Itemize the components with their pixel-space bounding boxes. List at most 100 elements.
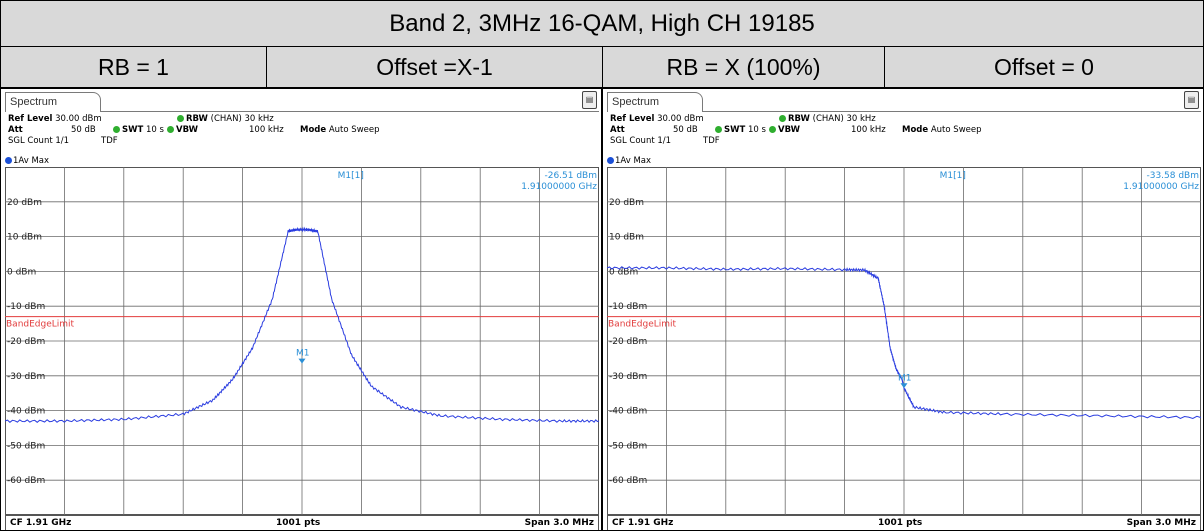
status-footer: CF 1.91 GHz 1001 pts Span 3.0 MHz bbox=[607, 515, 1201, 530]
y-tick-label: 20 dBm bbox=[609, 198, 644, 208]
spectrum-plot: 20 dBm 10 dBm 0 dBm -10 dBm -20 dBm -30 dBm -4… bbox=[607, 167, 1201, 515]
marker-readout-value: -33.58 dBm bbox=[1146, 171, 1199, 181]
y-tick-label: -20 dBm bbox=[7, 337, 45, 347]
span-value: Span 3.0 MHz bbox=[524, 518, 594, 528]
swt-label: SWT bbox=[122, 125, 144, 135]
status-dot-icon bbox=[715, 126, 722, 133]
swt-info: SWT 10 s bbox=[715, 125, 766, 135]
menu-icon[interactable]: ▤ bbox=[582, 91, 597, 109]
spectrum-panel-left: Spectrum ▤ Ref Level 30.00 dBm Att 50 dB… bbox=[0, 88, 602, 531]
marker-triangle bbox=[900, 383, 908, 389]
rbw-label: RBW bbox=[186, 114, 208, 124]
point-count: 1001 pts bbox=[276, 518, 321, 528]
y-tick-label: -60 dBm bbox=[7, 476, 45, 486]
mode-label: Mode bbox=[902, 125, 929, 135]
vbw-value: 100 kHz bbox=[249, 125, 284, 135]
trace-label: 1Av Max bbox=[607, 156, 651, 166]
swt-info: SWT 10 s bbox=[113, 125, 164, 135]
ref-level-value: 30.00 dBm bbox=[55, 114, 102, 124]
ref-level-info: Ref Level 30.00 dBm bbox=[610, 114, 704, 124]
marker-readout-frequency: 1.91000000 GHz bbox=[521, 182, 597, 192]
swt-value: 10 s bbox=[146, 125, 164, 135]
mode-info: Mode Auto Sweep bbox=[300, 125, 380, 135]
tdf-label: TDF bbox=[703, 136, 720, 146]
att-value: 50 dB bbox=[71, 125, 96, 135]
vbw-info: VBW bbox=[769, 125, 800, 135]
menu-icon[interactable]: ▤ bbox=[1184, 91, 1199, 109]
trace-line bbox=[607, 266, 1201, 420]
limit-label: BandEdgeLimit bbox=[6, 320, 75, 330]
trace-line bbox=[5, 226, 599, 423]
spectrum-tab[interactable]: Spectrum bbox=[607, 92, 703, 112]
mode-value: Auto Sweep bbox=[930, 125, 982, 135]
vbw-label: VBW bbox=[778, 125, 800, 135]
att-info: Att bbox=[8, 125, 23, 135]
status-dot-icon bbox=[769, 126, 776, 133]
rbw-info: RBW (CHAN) 30 kHz bbox=[779, 114, 876, 124]
status-dot-icon bbox=[167, 126, 174, 133]
vbw-label: VBW bbox=[176, 125, 198, 135]
marker-tag: M1 bbox=[898, 373, 912, 383]
y-tick-label: -30 dBm bbox=[609, 372, 647, 382]
limit-label: BandEdgeLimit bbox=[608, 320, 677, 330]
att-info: Att bbox=[610, 125, 625, 135]
att-label: Att bbox=[610, 125, 625, 135]
mode-value: Auto Sweep bbox=[328, 125, 380, 135]
header-offset-1: Offset =X-1 bbox=[266, 46, 603, 88]
swt-value: 10 s bbox=[748, 125, 766, 135]
y-tick-label: -10 dBm bbox=[7, 302, 45, 312]
y-tick-label: -50 dBm bbox=[7, 441, 45, 451]
marker-readout-label: M1[1] bbox=[338, 171, 364, 181]
table-title: Band 2, 3MHz 16-QAM, High CH 19185 bbox=[0, 0, 1204, 47]
marker-readout-label: M1[1] bbox=[940, 171, 966, 181]
status-dot-icon bbox=[113, 126, 120, 133]
y-tick-label: -30 dBm bbox=[7, 372, 45, 382]
spectrum-tab[interactable]: Spectrum bbox=[5, 92, 101, 112]
ref-level-value: 30.00 dBm bbox=[657, 114, 704, 124]
marker-readout-value: -26.51 dBm bbox=[544, 171, 597, 181]
header-offset-2: Offset = 0 bbox=[884, 46, 1204, 88]
spectrum-plot: 20 dBm 10 dBm 0 dBm -10 dBm -20 dBm -30 dBm -4… bbox=[5, 167, 599, 515]
status-footer: CF 1.91 GHz 1001 pts Span 3.0 MHz bbox=[5, 515, 599, 530]
vbw-value: 100 kHz bbox=[851, 125, 886, 135]
ref-level-info: Ref Level 30.00 dBm bbox=[8, 114, 102, 124]
ref-level-label: Ref Level bbox=[610, 114, 655, 124]
spectrum-panel-right: Spectrum ▤ Ref Level 30.00 dBm Att 50 dB… bbox=[602, 88, 1204, 531]
att-value: 50 dB bbox=[673, 125, 698, 135]
sgl-count: SGL Count 1/1 bbox=[610, 136, 672, 146]
mode-info: Mode Auto Sweep bbox=[902, 125, 982, 135]
vbw-info: VBW bbox=[167, 125, 198, 135]
span-value: Span 3.0 MHz bbox=[1126, 518, 1196, 528]
tdf-label: TDF bbox=[101, 136, 118, 146]
y-tick-label: 0 dBm bbox=[7, 267, 36, 277]
y-tick-label: 10 dBm bbox=[7, 233, 42, 243]
trace-dot-icon bbox=[607, 157, 614, 164]
y-tick-label: -40 dBm bbox=[7, 407, 45, 417]
trace-label-text: 1Av Max bbox=[13, 156, 50, 166]
y-tick-label: 20 dBm bbox=[7, 198, 42, 208]
sgl-count: SGL Count 1/1 bbox=[8, 136, 70, 146]
center-frequency: CF 1.91 GHz bbox=[10, 518, 72, 528]
tab-divider bbox=[703, 111, 1201, 112]
y-tick-label: 10 dBm bbox=[609, 233, 644, 243]
marker-tag: M1 bbox=[296, 349, 310, 359]
rbw-info: RBW (CHAN) 30 kHz bbox=[177, 114, 274, 124]
marker-triangle bbox=[298, 358, 306, 364]
ref-level-label: Ref Level bbox=[8, 114, 53, 124]
status-dot-icon bbox=[779, 115, 786, 122]
center-frequency: CF 1.91 GHz bbox=[612, 518, 674, 528]
y-tick-label: -20 dBm bbox=[609, 337, 647, 347]
swt-label: SWT bbox=[724, 125, 746, 135]
rbw-value: (CHAN) 30 kHz bbox=[812, 114, 876, 124]
rbw-value: (CHAN) 30 kHz bbox=[210, 114, 274, 124]
y-tick-label: -50 dBm bbox=[609, 441, 647, 451]
trace-label: 1Av Max bbox=[5, 156, 49, 166]
tab-divider bbox=[101, 111, 599, 112]
mode-label: Mode bbox=[300, 125, 327, 135]
att-label: Att bbox=[8, 125, 23, 135]
y-tick-label: -10 dBm bbox=[609, 302, 647, 312]
y-tick-label: -40 dBm bbox=[609, 407, 647, 417]
y-tick-label: 0 dBm bbox=[609, 267, 638, 277]
header-rb-1: RB = 1 bbox=[0, 46, 267, 88]
trace-label-text: 1Av Max bbox=[615, 156, 652, 166]
